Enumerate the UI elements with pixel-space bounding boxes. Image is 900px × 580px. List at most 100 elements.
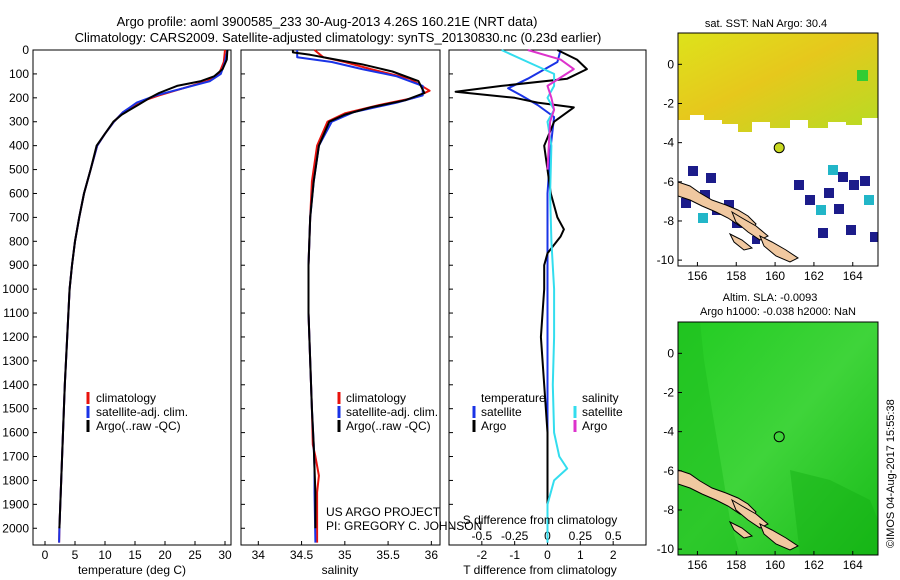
sst-cell bbox=[828, 165, 838, 175]
sla-map-axes bbox=[677, 321, 879, 556]
temperature-series-argo-raw-qc- bbox=[58, 49, 229, 529]
sst-cell bbox=[818, 228, 828, 238]
difference-xtick-label: 0 bbox=[544, 548, 551, 562]
sla_map-ytick-label: -4 bbox=[663, 425, 674, 439]
temperature-ytick-label: 300 bbox=[9, 115, 29, 129]
sst-cell bbox=[752, 236, 760, 244]
salinity-xtick-label: 36 bbox=[425, 548, 439, 562]
difference-series-salinity-satellite bbox=[501, 49, 569, 543]
difference-xtick-label: 1 bbox=[577, 548, 584, 562]
sla_map-xtick-label: 162 bbox=[804, 558, 824, 572]
temperature-ytick-label: 1300 bbox=[2, 354, 29, 368]
sst_map-ytick-label: -8 bbox=[663, 214, 674, 228]
temperature-series-satellite-adj-clim- bbox=[58, 49, 229, 543]
sla-map-title-2: Argo h1000: -0.038 h2000: NaN bbox=[700, 306, 856, 318]
sst-cell bbox=[870, 232, 878, 242]
difference-s-xtick-label: -0.5 bbox=[471, 529, 492, 543]
land-island bbox=[759, 522, 799, 551]
temperature-ytick-label: 1600 bbox=[2, 426, 29, 440]
sst_map-xtick-label: 162 bbox=[804, 269, 824, 283]
salinity-series-argo-raw-qc- bbox=[291, 50, 426, 529]
legend-argo-label: Argo(..raw -QC) bbox=[96, 419, 181, 433]
sst-cell bbox=[860, 176, 870, 186]
sst_map-ytick-label: 0 bbox=[667, 57, 674, 71]
temperature-xtick-label: 5 bbox=[72, 548, 79, 562]
legend-climatology-label: climatology bbox=[96, 391, 156, 405]
sla_map-xtick-label: 156 bbox=[687, 558, 707, 572]
difference-s-xtick-label: 0.5 bbox=[605, 529, 622, 543]
sst_map-xtick-label: 158 bbox=[726, 269, 746, 283]
project-pi: PI: GREGORY C. JOHNSON bbox=[326, 519, 482, 533]
salinity-series-climatology bbox=[307, 49, 431, 543]
sla_map-ytick-label: -8 bbox=[663, 503, 674, 517]
temperature-xtick-label: 30 bbox=[218, 548, 232, 562]
salinity-legend: climatology satellite-adj. clim. Argo(..… bbox=[337, 391, 438, 433]
sst_map-ytick-label: -2 bbox=[663, 96, 674, 110]
sst-cell bbox=[805, 195, 815, 205]
temperature-ytick-label: 1700 bbox=[2, 450, 29, 464]
salinity-xlabel: salinity bbox=[322, 563, 359, 577]
temperature-ytick-label: 1000 bbox=[2, 282, 29, 296]
sst-cell bbox=[824, 188, 834, 198]
difference-series-temperature-argo bbox=[454, 49, 588, 529]
sst-argo-position-marker bbox=[773, 142, 785, 154]
temperature-xtick-label: 10 bbox=[98, 548, 112, 562]
difference-top-axis-label: S difference from climatology bbox=[463, 513, 618, 527]
sst-cell bbox=[864, 195, 874, 205]
header-line-2: Climatology: CARS2009. Satellite-adjuste… bbox=[75, 30, 602, 45]
axes-layer: 0 5 10 15 20 25 300100200300400500600700800900… bbox=[2, 43, 622, 562]
sst_map-xtick-label: 160 bbox=[765, 269, 785, 283]
sst-cell bbox=[681, 198, 691, 208]
temperature-ytick-label: 1800 bbox=[2, 473, 29, 487]
sst_map-ytick-label: -10 bbox=[657, 253, 675, 267]
project-name: US ARGO PROJECT bbox=[326, 505, 441, 519]
difference-xtick-label: -2 bbox=[476, 548, 487, 562]
salinity-xtick-label: 34.5 bbox=[290, 548, 314, 562]
temperature-ytick-label: 1200 bbox=[2, 330, 29, 344]
temperature-ytick-label: 800 bbox=[9, 234, 29, 248]
temperature-ytick-label: 0 bbox=[22, 43, 29, 57]
temperature-axes bbox=[32, 49, 232, 546]
sst-cell bbox=[700, 190, 710, 200]
temperature-xtick-label: 20 bbox=[158, 548, 172, 562]
sla_map-ytick-label: 0 bbox=[667, 346, 674, 360]
difference-xlabel: T difference from climatology bbox=[463, 563, 617, 577]
legend-s-argo-label: Argo bbox=[582, 419, 608, 433]
salinity-xtick-label: 34 bbox=[252, 548, 266, 562]
temperature-ytick-label: 1100 bbox=[3, 306, 29, 320]
temperature-legend: climatology satellite-adj. clim. Argo(..… bbox=[86, 391, 188, 433]
sst-field bbox=[678, 33, 878, 132]
legend-t-satellite-label: satellite bbox=[481, 405, 522, 419]
salinity-xtick-label: 35.5 bbox=[376, 548, 400, 562]
legend-t-argo-label: Argo bbox=[481, 419, 507, 433]
land-island bbox=[759, 234, 799, 263]
legend-s-satellite-label: satellite bbox=[582, 405, 623, 419]
temperature-ytick-label: 900 bbox=[9, 258, 29, 272]
sla-argo-position-marker bbox=[773, 431, 785, 443]
temperature-ytick-label: 700 bbox=[9, 210, 29, 224]
sla_map-ytick-label: -10 bbox=[657, 542, 675, 556]
sst_map-ytick-label: -4 bbox=[663, 136, 674, 150]
temperature-xtick-label: 25 bbox=[188, 548, 202, 562]
difference-series-salinity-argo bbox=[527, 49, 575, 170]
sla_map-xtick-label: 158 bbox=[726, 558, 746, 572]
legend-salinity-title: salinity bbox=[582, 391, 619, 405]
difference-xtick-label: 2 bbox=[610, 548, 617, 562]
salinity-axes bbox=[240, 49, 441, 546]
sla_map-xtick-label: 164 bbox=[843, 558, 863, 572]
sst-map-title: sat. SST: NaN Argo: 30.4 bbox=[705, 18, 827, 30]
temperature-xtick-label: 0 bbox=[42, 548, 49, 562]
sla_map-ytick-label: -2 bbox=[663, 385, 674, 399]
map-axes-layer: 156 158 160 162 164 0 -2 -4 -6 -8 -10 156 158 160 162 1… bbox=[657, 57, 863, 572]
difference-s-xtick-label: -0.25 bbox=[501, 529, 529, 543]
sst-cell bbox=[849, 180, 859, 190]
sst-cell bbox=[698, 213, 708, 223]
land-island bbox=[728, 232, 754, 251]
difference-xtick-label: -1 bbox=[509, 548, 520, 562]
temperature-xlabel: temperature (deg C) bbox=[78, 563, 186, 577]
legend-climatology-label: climatology bbox=[346, 391, 406, 405]
legend-argo-label: Argo(..raw -QC) bbox=[346, 419, 431, 433]
temperature-ytick-label: 600 bbox=[9, 186, 29, 200]
sst-cell bbox=[846, 225, 856, 235]
temperature-ytick-label: 200 bbox=[9, 91, 29, 105]
